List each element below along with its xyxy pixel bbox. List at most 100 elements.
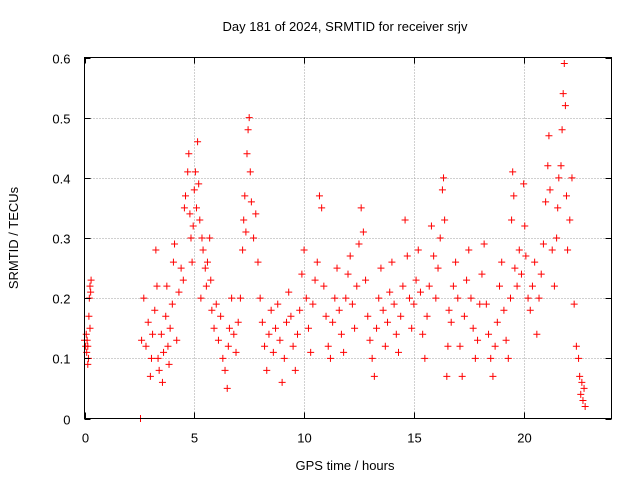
data-point xyxy=(572,342,580,350)
data-point xyxy=(293,330,301,338)
data-point xyxy=(188,258,196,266)
data-point xyxy=(272,324,280,332)
data-point xyxy=(157,330,165,338)
grid xyxy=(84,57,612,419)
data-point xyxy=(234,318,242,326)
data-point xyxy=(399,282,407,290)
data-point xyxy=(239,246,247,254)
data-point xyxy=(331,294,339,302)
data-point xyxy=(311,276,319,284)
data-point xyxy=(447,318,455,326)
data-point xyxy=(206,234,214,242)
data-point xyxy=(496,282,504,290)
x-tick-label: 15 xyxy=(407,431,421,446)
data-point xyxy=(87,276,95,284)
data-point xyxy=(368,354,376,362)
data-point xyxy=(500,306,508,314)
data-point xyxy=(283,318,291,326)
data-point xyxy=(335,306,343,314)
data-point xyxy=(555,174,563,182)
data-point xyxy=(511,264,519,272)
data-point xyxy=(198,234,206,242)
data-point xyxy=(452,258,460,266)
data-point xyxy=(210,324,218,332)
data-point xyxy=(539,240,547,248)
data-point xyxy=(533,330,541,338)
data-point xyxy=(564,246,572,254)
data-point xyxy=(384,318,392,326)
data-point xyxy=(298,270,306,278)
y-tick-label: 0.3 xyxy=(52,232,70,247)
data-point xyxy=(280,354,288,362)
y-tick-label: 0.2 xyxy=(52,292,70,307)
data-point xyxy=(416,288,424,296)
data-point xyxy=(201,264,209,272)
data-point xyxy=(476,300,484,308)
data-point xyxy=(302,294,310,302)
data-point xyxy=(214,336,222,344)
x-tick-label: 0 xyxy=(82,431,89,446)
data-point xyxy=(498,258,506,266)
data-point xyxy=(434,264,442,272)
data-point xyxy=(190,186,198,194)
data-point xyxy=(254,258,262,266)
data-point xyxy=(180,204,188,212)
data-point xyxy=(545,132,553,140)
data-point xyxy=(373,324,381,332)
data-point xyxy=(246,168,254,176)
data-point xyxy=(86,324,94,332)
data-point xyxy=(559,90,567,98)
data-point xyxy=(315,192,323,200)
data-point xyxy=(269,348,277,356)
data-point xyxy=(287,312,295,320)
data-point xyxy=(242,228,250,236)
data-point xyxy=(326,354,334,362)
data-point xyxy=(581,402,589,410)
data-point xyxy=(454,294,462,302)
data-point xyxy=(245,114,253,122)
data-point xyxy=(528,282,536,290)
data-point xyxy=(228,294,236,302)
data-point xyxy=(344,270,352,278)
data-point xyxy=(513,282,521,290)
data-point xyxy=(168,300,176,308)
data-point xyxy=(232,348,240,356)
data-point xyxy=(153,282,161,290)
data-point xyxy=(82,330,90,338)
data-point xyxy=(296,306,304,314)
data-point xyxy=(155,366,163,374)
data-point xyxy=(340,348,348,356)
data-point xyxy=(423,312,431,320)
data-point xyxy=(522,252,530,260)
data-point xyxy=(197,294,205,302)
data-point xyxy=(395,348,403,356)
data-point xyxy=(544,162,552,170)
data-point xyxy=(506,294,514,302)
y-axis-label: SRMTID / TECUs xyxy=(6,186,21,289)
data-point xyxy=(265,330,273,338)
data-point xyxy=(570,300,578,308)
data-point xyxy=(140,294,148,302)
data-point xyxy=(419,330,427,338)
data-point xyxy=(199,246,207,254)
data-point xyxy=(351,324,359,332)
data-point xyxy=(366,336,374,344)
data-point xyxy=(322,312,330,320)
data-point xyxy=(392,330,400,338)
data-point xyxy=(158,378,166,386)
data-point xyxy=(185,150,193,158)
data-point xyxy=(219,354,227,362)
x-axis-label: GPS time / hours xyxy=(296,458,395,473)
data-point xyxy=(550,282,558,290)
data-point xyxy=(353,282,361,290)
data-point xyxy=(241,192,249,200)
data-point xyxy=(240,216,248,224)
data-point xyxy=(561,102,569,110)
data-point xyxy=(164,342,172,350)
data-point xyxy=(576,372,584,380)
data-point xyxy=(187,234,195,242)
data-point xyxy=(160,348,168,356)
data-point xyxy=(397,312,405,320)
data-point xyxy=(342,294,350,302)
